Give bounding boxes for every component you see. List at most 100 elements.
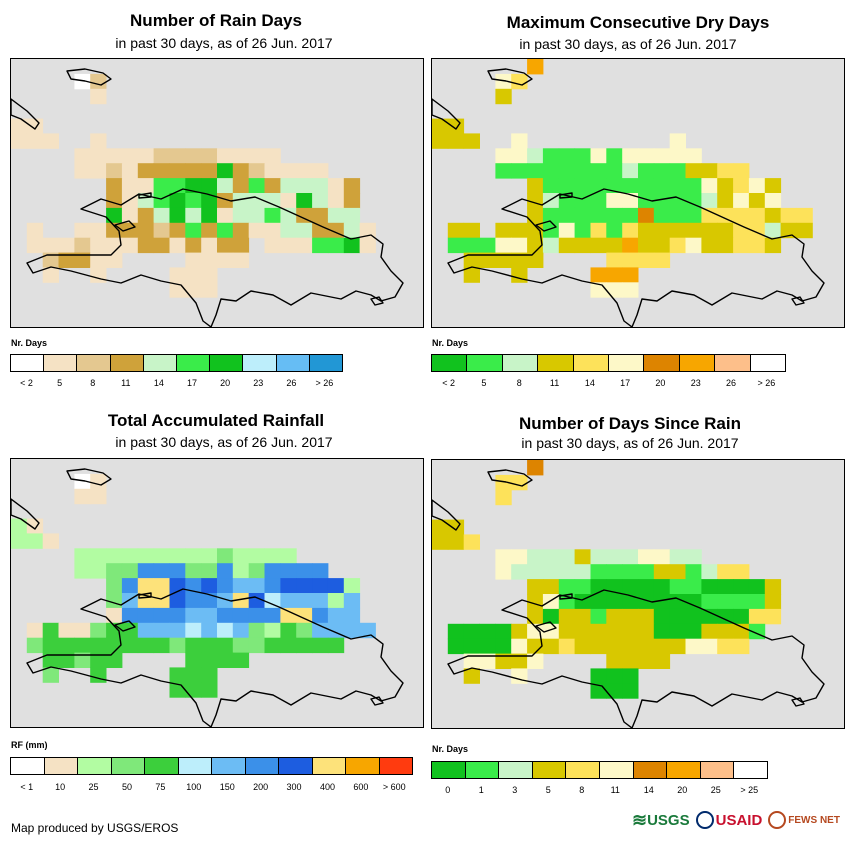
raster-cell (527, 608, 544, 625)
raster-cell (232, 163, 250, 179)
legend-label: 8 (579, 785, 585, 795)
raster-cell (590, 564, 607, 580)
raster-cell (463, 267, 480, 283)
raster-cell (590, 163, 607, 179)
coastline (447, 589, 825, 728)
legend-label: 5 (57, 378, 63, 388)
raster-cell (106, 237, 123, 254)
raster-cell (622, 267, 639, 283)
raster-cell (169, 267, 186, 283)
legend-label: > 26 (757, 378, 776, 388)
raster-cell (169, 607, 186, 624)
raster-cell (527, 460, 544, 476)
raster-cell (542, 579, 560, 595)
raster-cell (153, 148, 170, 164)
raster-cell (733, 237, 750, 254)
legend-swatch (538, 355, 574, 371)
raster-cell (685, 193, 702, 209)
raster-cell (717, 594, 734, 610)
raster-cell (511, 668, 528, 684)
raster-cell (217, 237, 234, 254)
raster-cell (733, 163, 750, 179)
raster-cell (463, 638, 480, 655)
raster-cell (264, 222, 281, 239)
raster-cell (590, 608, 607, 625)
legend-swatch (276, 355, 310, 371)
raster-cell (622, 623, 639, 640)
raster-cell (733, 594, 750, 610)
raster-cell (733, 564, 750, 580)
raster-cell (312, 637, 329, 654)
raster-cell (638, 653, 655, 669)
raster-cell (527, 564, 544, 580)
raster-cell (232, 563, 250, 579)
raster-cell (121, 548, 139, 564)
raster-cell (201, 282, 218, 298)
raster-cell (685, 564, 702, 580)
raster-cell (748, 193, 766, 209)
raster-cell (638, 579, 655, 595)
raster-cell (169, 622, 186, 639)
raster-cell (463, 534, 480, 550)
raster-cell (42, 667, 59, 683)
raster-cell (622, 549, 639, 565)
coastline (791, 697, 805, 707)
raster-cell (280, 563, 297, 579)
coastline (26, 588, 404, 727)
raster-cell (137, 207, 155, 224)
legend-swatch (110, 355, 144, 371)
raster-cell (542, 608, 560, 625)
legend-label: 23 (253, 378, 264, 388)
raster-cell (359, 237, 376, 254)
raster-cell (669, 564, 686, 580)
raster-cell (185, 652, 202, 668)
raster-cell (106, 578, 123, 594)
raster-cell (669, 579, 686, 595)
coastline (432, 98, 461, 130)
raster-cell (185, 282, 202, 298)
legend-swatch (178, 758, 212, 774)
raster-cell (717, 222, 734, 239)
coastline (11, 498, 40, 530)
legend-label: 8 (516, 378, 522, 388)
raster-cell (232, 193, 250, 209)
raster-cell (701, 178, 718, 194)
raster-cell (312, 607, 329, 624)
raster-cell (558, 148, 576, 164)
raster-cell (248, 607, 265, 624)
raster-cell (511, 474, 528, 491)
raster-cell (201, 148, 218, 164)
raster-cell (217, 207, 234, 224)
raster-cell (74, 222, 91, 239)
raster-cell (447, 638, 465, 655)
raster-cell (606, 282, 623, 298)
raster-cell (11, 518, 28, 534)
legend-swatch (177, 355, 211, 371)
raster-cell (447, 237, 465, 254)
raster-cell (527, 178, 544, 194)
raster-cell (137, 222, 155, 239)
raster-cell (296, 637, 313, 654)
raster-cell (527, 549, 544, 565)
raster-cell (748, 579, 766, 595)
raster-cell (264, 637, 281, 654)
raster-cell (248, 578, 265, 594)
raster-cell (169, 163, 186, 179)
raster-cell (153, 178, 170, 194)
legend-label: 600 (353, 782, 369, 792)
raster-cell (574, 163, 591, 179)
raster-cell (606, 683, 623, 699)
raster-cell (153, 607, 170, 624)
coastline (432, 499, 461, 531)
raster-cell (58, 237, 75, 254)
coastline (559, 192, 573, 199)
raster-cell (217, 622, 234, 639)
legend-label: 20 (220, 378, 231, 388)
legend-bar (10, 354, 343, 372)
raster-cell (26, 518, 44, 534)
raster-cell (74, 652, 91, 668)
legend-label: 200 (253, 782, 269, 792)
raster-cell (590, 237, 607, 254)
raster-cell (217, 163, 234, 179)
legend-swatch (245, 758, 279, 774)
